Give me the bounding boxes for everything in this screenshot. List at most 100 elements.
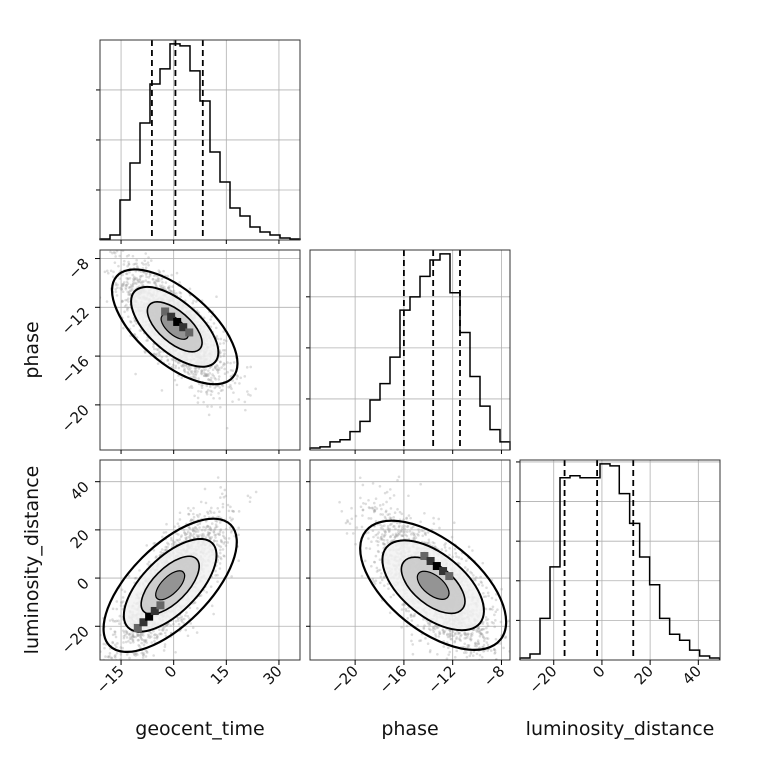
joint-phase_vs_geocent_time-point: [177, 361, 180, 364]
joint-phase_vs_geocent_time-point: [127, 315, 130, 318]
joint-luminosity_distance_vs_phase-point: [479, 654, 482, 657]
joint-luminosity_distance_vs_geocent_time-point: [115, 608, 118, 611]
joint-phase_vs_geocent_time-point: [189, 288, 192, 291]
joint-luminosity_distance_vs_geocent_time-point: [175, 532, 178, 535]
joint-phase_vs_geocent_time-point: [132, 324, 135, 327]
joint-luminosity_distance_vs_phase-point: [495, 599, 498, 602]
joint-phase_vs_geocent_time-point: [128, 286, 131, 289]
joint-phase_vs_geocent_time-point: [112, 271, 115, 274]
joint-luminosity_distance_vs_geocent_time-point: [207, 525, 210, 528]
joint-luminosity_distance_vs_geocent_time-point: [194, 530, 197, 533]
joint-phase_vs_geocent_time-point: [191, 302, 194, 305]
joint-luminosity_distance_vs_phase-point: [491, 597, 494, 600]
joint-phase_vs_geocent_time-point: [232, 391, 235, 394]
joint-luminosity_distance_vs_phase-point: [428, 538, 431, 541]
joint-phase_vs_geocent_time-point: [123, 310, 126, 313]
joint-phase_vs_geocent_time-point: [128, 271, 131, 274]
joint-phase_vs_geocent_time-point: [179, 296, 182, 299]
joint-luminosity_distance_vs_geocent_time-point: [169, 624, 172, 627]
joint-luminosity_distance_vs_geocent_time-point: [209, 537, 212, 540]
joint-luminosity_distance_vs_geocent_time-point: [187, 513, 190, 516]
joint-phase_vs_geocent_time-point: [220, 338, 223, 341]
joint-luminosity_distance_vs_phase-point: [493, 652, 496, 655]
joint-luminosity_distance_vs_geocent_time-point: [140, 638, 143, 641]
joint-phase_vs_geocent_time-point: [175, 365, 178, 368]
joint-phase_vs_geocent_time-point: [226, 427, 229, 430]
joint-luminosity_distance_vs_geocent_time-point: [137, 639, 140, 642]
joint-luminosity_distance_vs_geocent_time-density-block: [156, 601, 164, 609]
joint-luminosity_distance_vs_geocent_time-point: [199, 513, 202, 516]
joint-phase_vs_geocent_time-point: [215, 385, 218, 388]
joint-phase_vs_geocent_time-point: [150, 259, 153, 262]
joint-phase_vs_geocent_time-point: [197, 390, 200, 393]
joint-phase_vs_geocent_time-point: [244, 401, 247, 404]
joint-phase_vs_geocent_time-point: [145, 266, 148, 269]
joint-phase_vs_geocent_time-point: [207, 378, 210, 381]
joint-luminosity_distance_vs_geocent_time-point: [89, 700, 92, 703]
joint-luminosity_distance_vs_geocent_time-point: [115, 646, 118, 649]
joint-luminosity_distance_vs_geocent_time-point: [81, 692, 84, 695]
joint-luminosity_distance_vs_geocent_time-point: [100, 667, 103, 670]
joint-luminosity_distance_vs_geocent_time-point: [185, 629, 188, 632]
joint-luminosity_distance_vs_geocent_time-point: [204, 529, 207, 532]
joint-phase_vs_geocent_time-point: [94, 252, 97, 255]
joint-phase_vs_geocent_time-point: [180, 376, 183, 379]
joint-luminosity_distance_vs_geocent_time-point: [121, 663, 124, 666]
joint-luminosity_distance_vs_geocent_time-point: [230, 575, 233, 578]
joint-phase_vs_geocent_time-point: [190, 371, 193, 374]
joint-luminosity_distance_vs_geocent_time-point: [140, 642, 143, 645]
joint-phase_vs_geocent_time-point: [147, 261, 150, 264]
joint-luminosity_distance_vs_geocent_time-point: [175, 620, 178, 623]
joint-luminosity_distance_vs_phase-point: [485, 616, 488, 619]
joint-luminosity_distance_vs_geocent_time-point: [177, 619, 180, 622]
joint-phase_vs_geocent_time-point: [155, 279, 158, 282]
joint-luminosity_distance_vs_geocent_time-point: [124, 669, 127, 672]
joint-phase_vs_geocent_time-point: [205, 391, 208, 394]
joint-luminosity_distance_vs_geocent_time-point: [103, 643, 106, 646]
joint-phase_vs_geocent_time-point: [176, 272, 179, 275]
joint-luminosity_distance_vs_geocent_time-point: [111, 661, 114, 664]
joint-luminosity_distance_vs_geocent_time-point: [163, 649, 166, 652]
joint-luminosity_distance_vs_geocent_time-point: [183, 618, 186, 621]
joint-luminosity_distance_vs_geocent_time-point: [219, 496, 222, 499]
hist-phase-panel: [306, 250, 510, 450]
joint-luminosity_distance_vs_geocent_time-point: [249, 496, 252, 499]
joint-phase_vs_geocent_time-point: [125, 288, 128, 291]
joint-luminosity_distance_vs_geocent_time-point: [180, 615, 183, 618]
joint-phase_vs_geocent_time-point: [217, 392, 220, 395]
joint-phase_vs_geocent_time-point: [178, 281, 181, 284]
joint-phase_vs_geocent_time-point: [123, 281, 126, 284]
joint-luminosity_distance_vs_geocent_time-point: [145, 641, 148, 644]
joint-luminosity_distance_vs_phase-point: [338, 501, 341, 504]
joint-luminosity_distance_vs_geocent_time-point: [189, 520, 192, 523]
joint-phase_vs_geocent_time-point: [159, 284, 162, 287]
joint-luminosity_distance_vs_geocent_time-point: [117, 661, 120, 664]
joint-luminosity_distance_vs_geocent_time-point: [165, 548, 168, 551]
joint-phase_vs_geocent_time-point: [145, 276, 148, 279]
joint-luminosity_distance_vs_geocent_time-point: [214, 570, 217, 573]
joint-luminosity_distance_vs_geocent_time-point: [225, 528, 228, 531]
joint-luminosity_distance_vs_geocent_time-point: [185, 611, 188, 614]
joint-luminosity_distance_vs_phase-point: [482, 592, 485, 595]
joint-phase_vs_geocent_time-point: [220, 366, 223, 369]
joint-luminosity_distance_vs_geocent_time-point: [173, 525, 176, 528]
joint-luminosity_distance_vs_geocent_time-point: [249, 500, 252, 503]
joint-luminosity_distance_vs_geocent_time-point: [111, 642, 114, 645]
joint-luminosity_distance_vs_geocent_time-point: [131, 636, 134, 639]
joint-phase_vs_geocent_time-point: [210, 379, 213, 382]
joint-luminosity_distance_vs_geocent_time-point: [165, 629, 168, 632]
joint-phase_vs_geocent_time-point: [168, 363, 171, 366]
joint-luminosity_distance_vs_geocent_time-point: [170, 537, 173, 540]
joint-luminosity_distance_vs_geocent_time-point: [116, 642, 119, 645]
joint-phase_vs_geocent_time-point: [158, 354, 161, 357]
joint-luminosity_distance_vs_geocent_time-point: [192, 627, 195, 630]
joint-phase_vs_geocent_time-point: [186, 371, 189, 374]
joint-phase_vs_geocent_time-point: [107, 272, 110, 275]
joint-phase_vs_geocent_time-point: [183, 369, 186, 372]
joint-phase_vs_geocent_time-point: [115, 282, 118, 285]
joint-phase_vs_geocent_time-point: [124, 299, 127, 302]
joint-luminosity_distance_vs_geocent_time-point: [120, 602, 123, 605]
joint-phase_vs_geocent_time-point: [165, 281, 168, 284]
joint-luminosity_distance_vs_geocent_time-point: [196, 607, 199, 610]
joint-luminosity_distance_vs_geocent_time-point: [124, 590, 127, 593]
